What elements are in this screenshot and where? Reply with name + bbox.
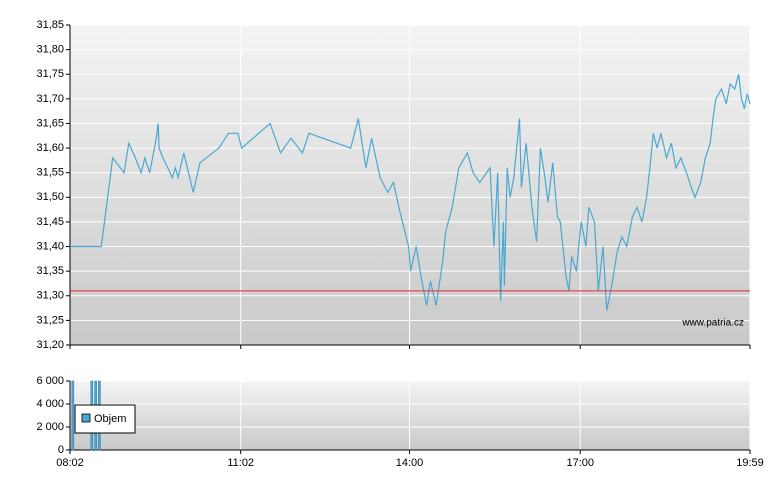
y-tick-label: 31,20 <box>36 339 64 351</box>
y-tick-label: 4 000 <box>36 398 64 410</box>
y-tick-label: 31,85 <box>36 19 64 31</box>
y-tick-label: 31,30 <box>36 290 64 302</box>
y-tick-label: 31,40 <box>36 240 64 252</box>
y-tick-label: 0 <box>58 444 64 456</box>
y-tick-label: 31,75 <box>36 68 64 80</box>
y-tick-label: 31,70 <box>36 93 64 105</box>
legend-label: Objem <box>94 413 126 425</box>
y-tick-label: 6 000 <box>36 375 64 387</box>
price-line <box>70 74 751 311</box>
y-tick-label: 31,55 <box>36 167 64 179</box>
watermark: www.patria.cz <box>681 318 744 329</box>
x-tick-label: 19:59 <box>736 457 764 469</box>
y-tick-label: 31,25 <box>36 314 64 326</box>
y-tick-label: 2 000 <box>36 421 64 433</box>
x-tick-label: 17:00 <box>566 457 594 469</box>
y-tick-label: 31,35 <box>36 265 64 277</box>
y-tick-label: 31,60 <box>36 142 64 154</box>
x-tick-label: 11:02 <box>227 457 254 469</box>
volume-bar <box>71 380 75 451</box>
x-tick-label: 08:02 <box>56 457 84 469</box>
y-tick-label: 31,45 <box>36 216 64 228</box>
legend-swatch <box>81 413 91 423</box>
y-tick-label: 31,80 <box>36 44 64 56</box>
y-tick-label: 31,50 <box>36 191 64 203</box>
y-tick-label: 31,65 <box>36 117 64 129</box>
x-tick-label: 14:00 <box>396 457 424 469</box>
